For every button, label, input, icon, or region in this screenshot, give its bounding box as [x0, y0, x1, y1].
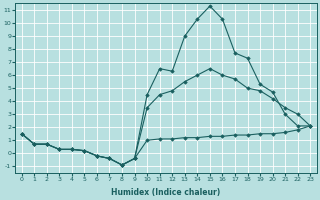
- X-axis label: Humidex (Indice chaleur): Humidex (Indice chaleur): [111, 188, 220, 197]
